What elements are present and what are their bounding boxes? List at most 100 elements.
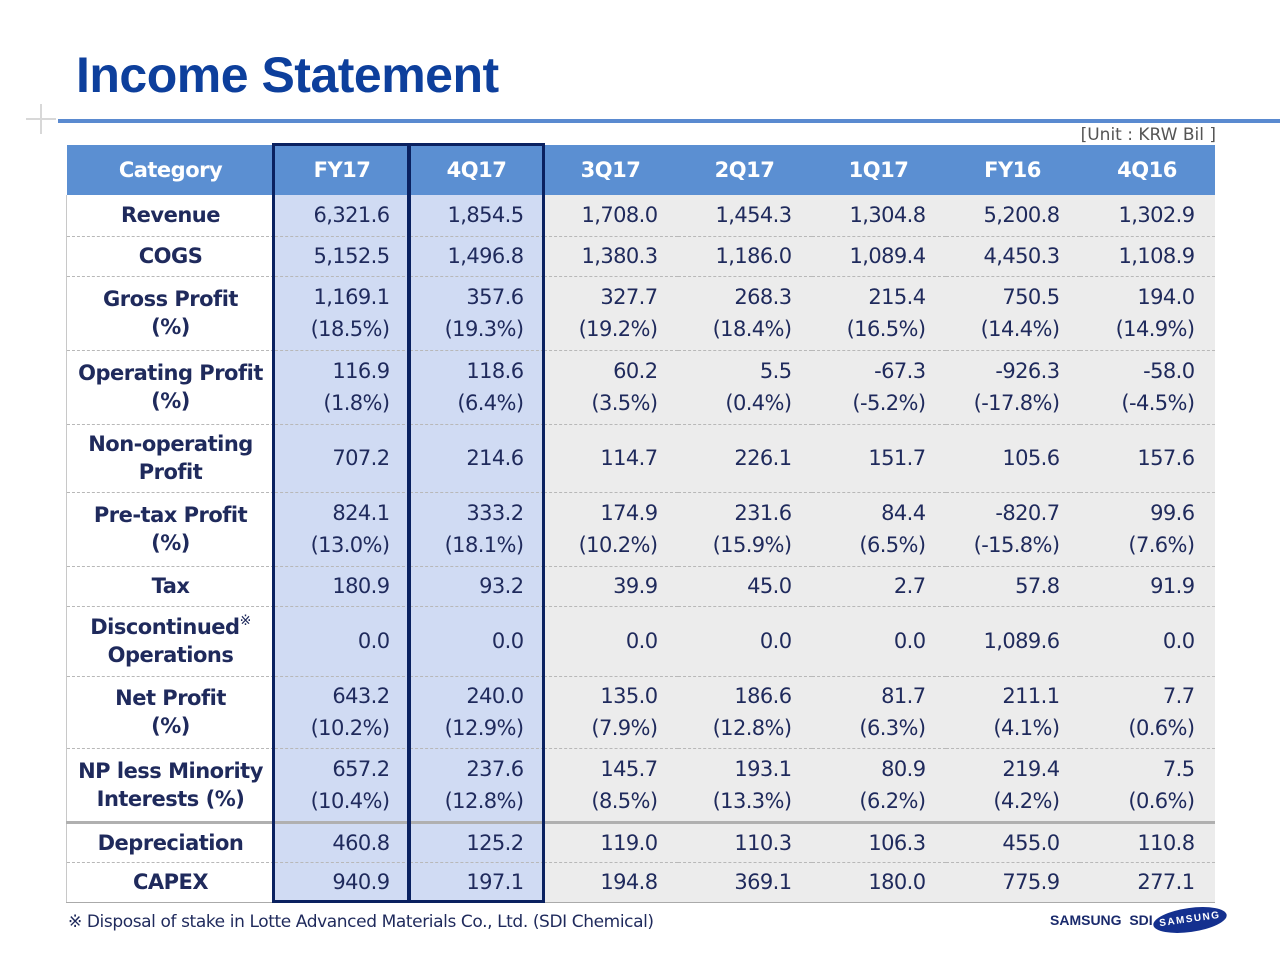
- amount-value: 91.9: [1150, 574, 1195, 598]
- amount-value: 5,200.8: [983, 203, 1061, 228]
- value-cell-fy17: 824.1 (13.0%): [274, 492, 410, 567]
- amount-value: 80.9: [881, 756, 926, 781]
- amount-value: 118.6: [466, 359, 524, 383]
- amount-value: 197.1: [466, 870, 524, 894]
- amount-value: 940.9: [332, 870, 390, 894]
- value-cell-fy16: 455.0: [945, 820, 1080, 863]
- value-cell-4q16: 277.1: [1079, 862, 1215, 903]
- value-cell-fy17: 1,169.1 (18.5%): [274, 276, 410, 351]
- percent-value: (4.1%): [993, 716, 1060, 740]
- row-label: COGS: [66, 236, 275, 277]
- value-cell-4q17: 240.0 (12.9%): [409, 676, 544, 749]
- column-header-4q16: 4Q16: [1079, 145, 1215, 195]
- amount-value: 1,089.6: [983, 629, 1061, 653]
- value-cell-3q17: 194.8: [543, 862, 678, 903]
- row-label-line: Discontinued※: [67, 613, 274, 641]
- value-cell-3q17: 60.2 (3.5%): [543, 350, 678, 425]
- amount-value: 4,450.3: [983, 244, 1061, 268]
- value-cell-3q17: 327.7 (19.2%): [543, 276, 678, 351]
- value-cell-fy16: 775.9: [945, 862, 1080, 903]
- value-cell-3q17: 135.0 (7.9%): [543, 676, 678, 749]
- row-label-text: Pre-tax Profit: [93, 503, 248, 527]
- row-label: Depreciation: [66, 820, 275, 863]
- amount-value: 1,380.3: [581, 244, 659, 268]
- amount-value: 455.0: [1002, 830, 1060, 855]
- amount-value: 369.1: [734, 870, 792, 894]
- value-cell-4q17: 93.2: [409, 566, 544, 607]
- value-cell-2q17: 45.0: [677, 566, 812, 607]
- amount-value: 81.7: [881, 684, 926, 708]
- value-cell-1q17: 1,304.8: [811, 195, 946, 237]
- value-cell-4q17: 333.2 (18.1%): [409, 492, 544, 567]
- percent-value: (18.1%): [444, 533, 525, 557]
- row-label-text: Discontinued: [90, 615, 240, 639]
- value-cell-4q16: 110.8: [1079, 820, 1215, 863]
- amount-value: 643.2: [332, 684, 390, 708]
- value-cell-1q17: -67.3 (-5.2%): [811, 350, 946, 425]
- value-cell-3q17: 119.0: [543, 820, 678, 863]
- value-cell-1q17: 0.0: [811, 606, 946, 677]
- amount-value: 1,186.0: [715, 244, 793, 268]
- amount-value: 707.2: [332, 446, 390, 470]
- amount-value: 0.0: [491, 629, 524, 653]
- value-cell-4q16: 99.6 (7.6%): [1079, 492, 1215, 567]
- percent-value: (-15.8%): [973, 533, 1060, 557]
- value-cell-4q16: 1,108.9: [1079, 236, 1215, 277]
- percent-value: (12.8%): [444, 788, 525, 813]
- row-label-text: (%): [151, 315, 190, 339]
- amount-value: 215.4: [868, 285, 926, 309]
- value-cell-4q16: 91.9: [1079, 566, 1215, 607]
- value-cell-2q17: 5.5 (0.4%): [677, 350, 812, 425]
- table-row: NP less Minority Interests (%) 657.2 (10.4%…: [66, 748, 1215, 823]
- percent-value: (6.4%): [457, 391, 524, 415]
- table-row: Tax 180.9 93.2 39.9 45.0 2.7 57.8 91.9: [66, 566, 1215, 607]
- value-cell-fy17: 940.9: [274, 862, 410, 903]
- row-label-line: Tax: [67, 572, 274, 600]
- row-label-line: Gross Profit: [67, 285, 274, 313]
- row-label-line: Net Profit: [67, 684, 274, 712]
- amount-value: 7.7: [1162, 684, 1195, 708]
- amount-value: 45.0: [747, 574, 792, 598]
- value-cell-2q17: 110.3: [677, 820, 812, 863]
- amount-value: 0.0: [893, 629, 926, 653]
- row-label-line: Interests (%): [67, 785, 274, 813]
- row-label: Discontinued※ Operations: [66, 606, 275, 677]
- amount-value: 750.5: [1002, 285, 1060, 309]
- percent-value: (18.5%): [310, 317, 391, 341]
- percent-value: (1.8%): [323, 391, 390, 415]
- value-cell-fy17: 5,152.5: [274, 236, 410, 277]
- amount-value: 231.6: [734, 501, 792, 525]
- row-label-text: Non-operating: [88, 432, 253, 456]
- value-cell-fy16: 105.6: [945, 424, 1080, 493]
- percent-value: (0.4%): [725, 391, 792, 415]
- page-title: Income Statement: [76, 47, 499, 103]
- amount-value: 6,321.6: [313, 203, 391, 228]
- amount-value: 157.6: [1137, 446, 1195, 470]
- amount-value: -67.3: [874, 359, 926, 383]
- row-label-line: (%): [67, 529, 274, 557]
- percent-value: (-5.2%): [852, 391, 926, 415]
- value-cell-3q17: 174.9 (10.2%): [543, 492, 678, 567]
- value-cell-fy17: 0.0: [274, 606, 410, 677]
- percent-value: (3.5%): [591, 391, 658, 415]
- row-label-text: (%): [151, 389, 190, 413]
- value-cell-4q16: -58.0 (-4.5%): [1079, 350, 1215, 425]
- amount-value: 1,108.9: [1118, 244, 1196, 268]
- row-label: CAPEX: [66, 862, 275, 903]
- value-cell-2q17: 0.0: [677, 606, 812, 677]
- amount-value: 357.6: [466, 285, 524, 309]
- amount-value: 327.7: [600, 285, 658, 309]
- value-cell-2q17: 369.1: [677, 862, 812, 903]
- value-cell-2q17: 231.6 (15.9%): [677, 492, 812, 567]
- column-header-4q17: 4Q17: [409, 145, 544, 195]
- value-cell-4q17: 237.6 (12.8%): [409, 748, 544, 823]
- value-cell-4q17: 1,496.8: [409, 236, 544, 277]
- footnote-mark: ※: [239, 613, 252, 629]
- amount-value: 240.0: [466, 684, 524, 708]
- amount-value: 219.4: [1002, 756, 1060, 781]
- percent-value: (7.9%): [591, 716, 658, 740]
- row-label-line: COGS: [67, 242, 274, 270]
- value-cell-fy16: 57.8: [945, 566, 1080, 607]
- percent-value: (19.2%): [578, 317, 659, 341]
- percent-value: (-17.8%): [973, 391, 1060, 415]
